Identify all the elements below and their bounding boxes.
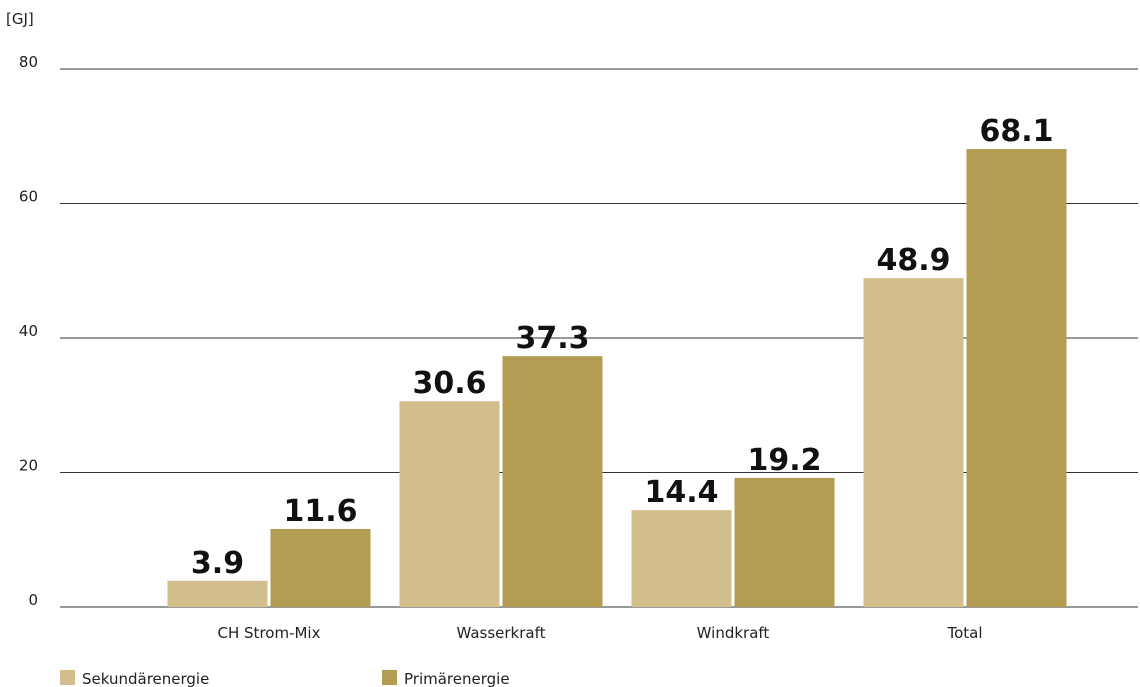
legend-label: Sekundärenergie [82, 670, 209, 687]
bar-sekundaerenergie [399, 401, 500, 607]
y-axis-unit-label: [GJ] [6, 10, 34, 28]
bar-primaerenergie [270, 528, 371, 607]
data-label: 48.9 [876, 243, 950, 278]
bar-primaerenergie [502, 356, 603, 607]
data-label: 19.2 [747, 443, 821, 478]
bar-sekundaerenergie [631, 510, 732, 607]
legend-swatch [382, 670, 397, 685]
data-label: 68.1 [979, 114, 1053, 149]
data-label: 37.3 [515, 321, 589, 356]
bar-primaerenergie [966, 149, 1067, 607]
x-category-label: Wasserkraft [456, 624, 545, 642]
y-axis-ticks: 0 20 40 60 80 [19, 53, 38, 609]
data-labels: 3.9 11.6 30.6 37.3 14.4 19.2 48.9 68.1 [191, 114, 1054, 581]
data-label: 11.6 [283, 494, 357, 529]
data-label: 14.4 [644, 475, 718, 510]
x-category-label: Windkraft [697, 624, 770, 642]
y-tick-label: 0 [28, 591, 38, 609]
y-tick-label: 20 [19, 457, 38, 475]
y-tick-label: 80 [19, 53, 38, 71]
x-axis-labels: CH Strom-Mix Wasserkraft Windkraft Total [218, 624, 983, 642]
x-category-label: Total [946, 624, 982, 642]
legend-label: Primärenergie [404, 670, 510, 687]
bar-sekundaerenergie [167, 580, 268, 607]
y-tick-label: 60 [19, 188, 38, 206]
bar-sekundaerenergie [863, 278, 964, 607]
data-label: 3.9 [191, 546, 244, 581]
bar-primaerenergie [734, 477, 835, 607]
x-category-label: CH Strom-Mix [218, 624, 321, 642]
data-label: 30.6 [412, 366, 486, 401]
y-tick-label: 40 [19, 322, 38, 340]
legend: Sekundärenergie Primärenergie [60, 670, 510, 687]
bars [167, 149, 1067, 607]
legend-swatch [60, 670, 75, 685]
